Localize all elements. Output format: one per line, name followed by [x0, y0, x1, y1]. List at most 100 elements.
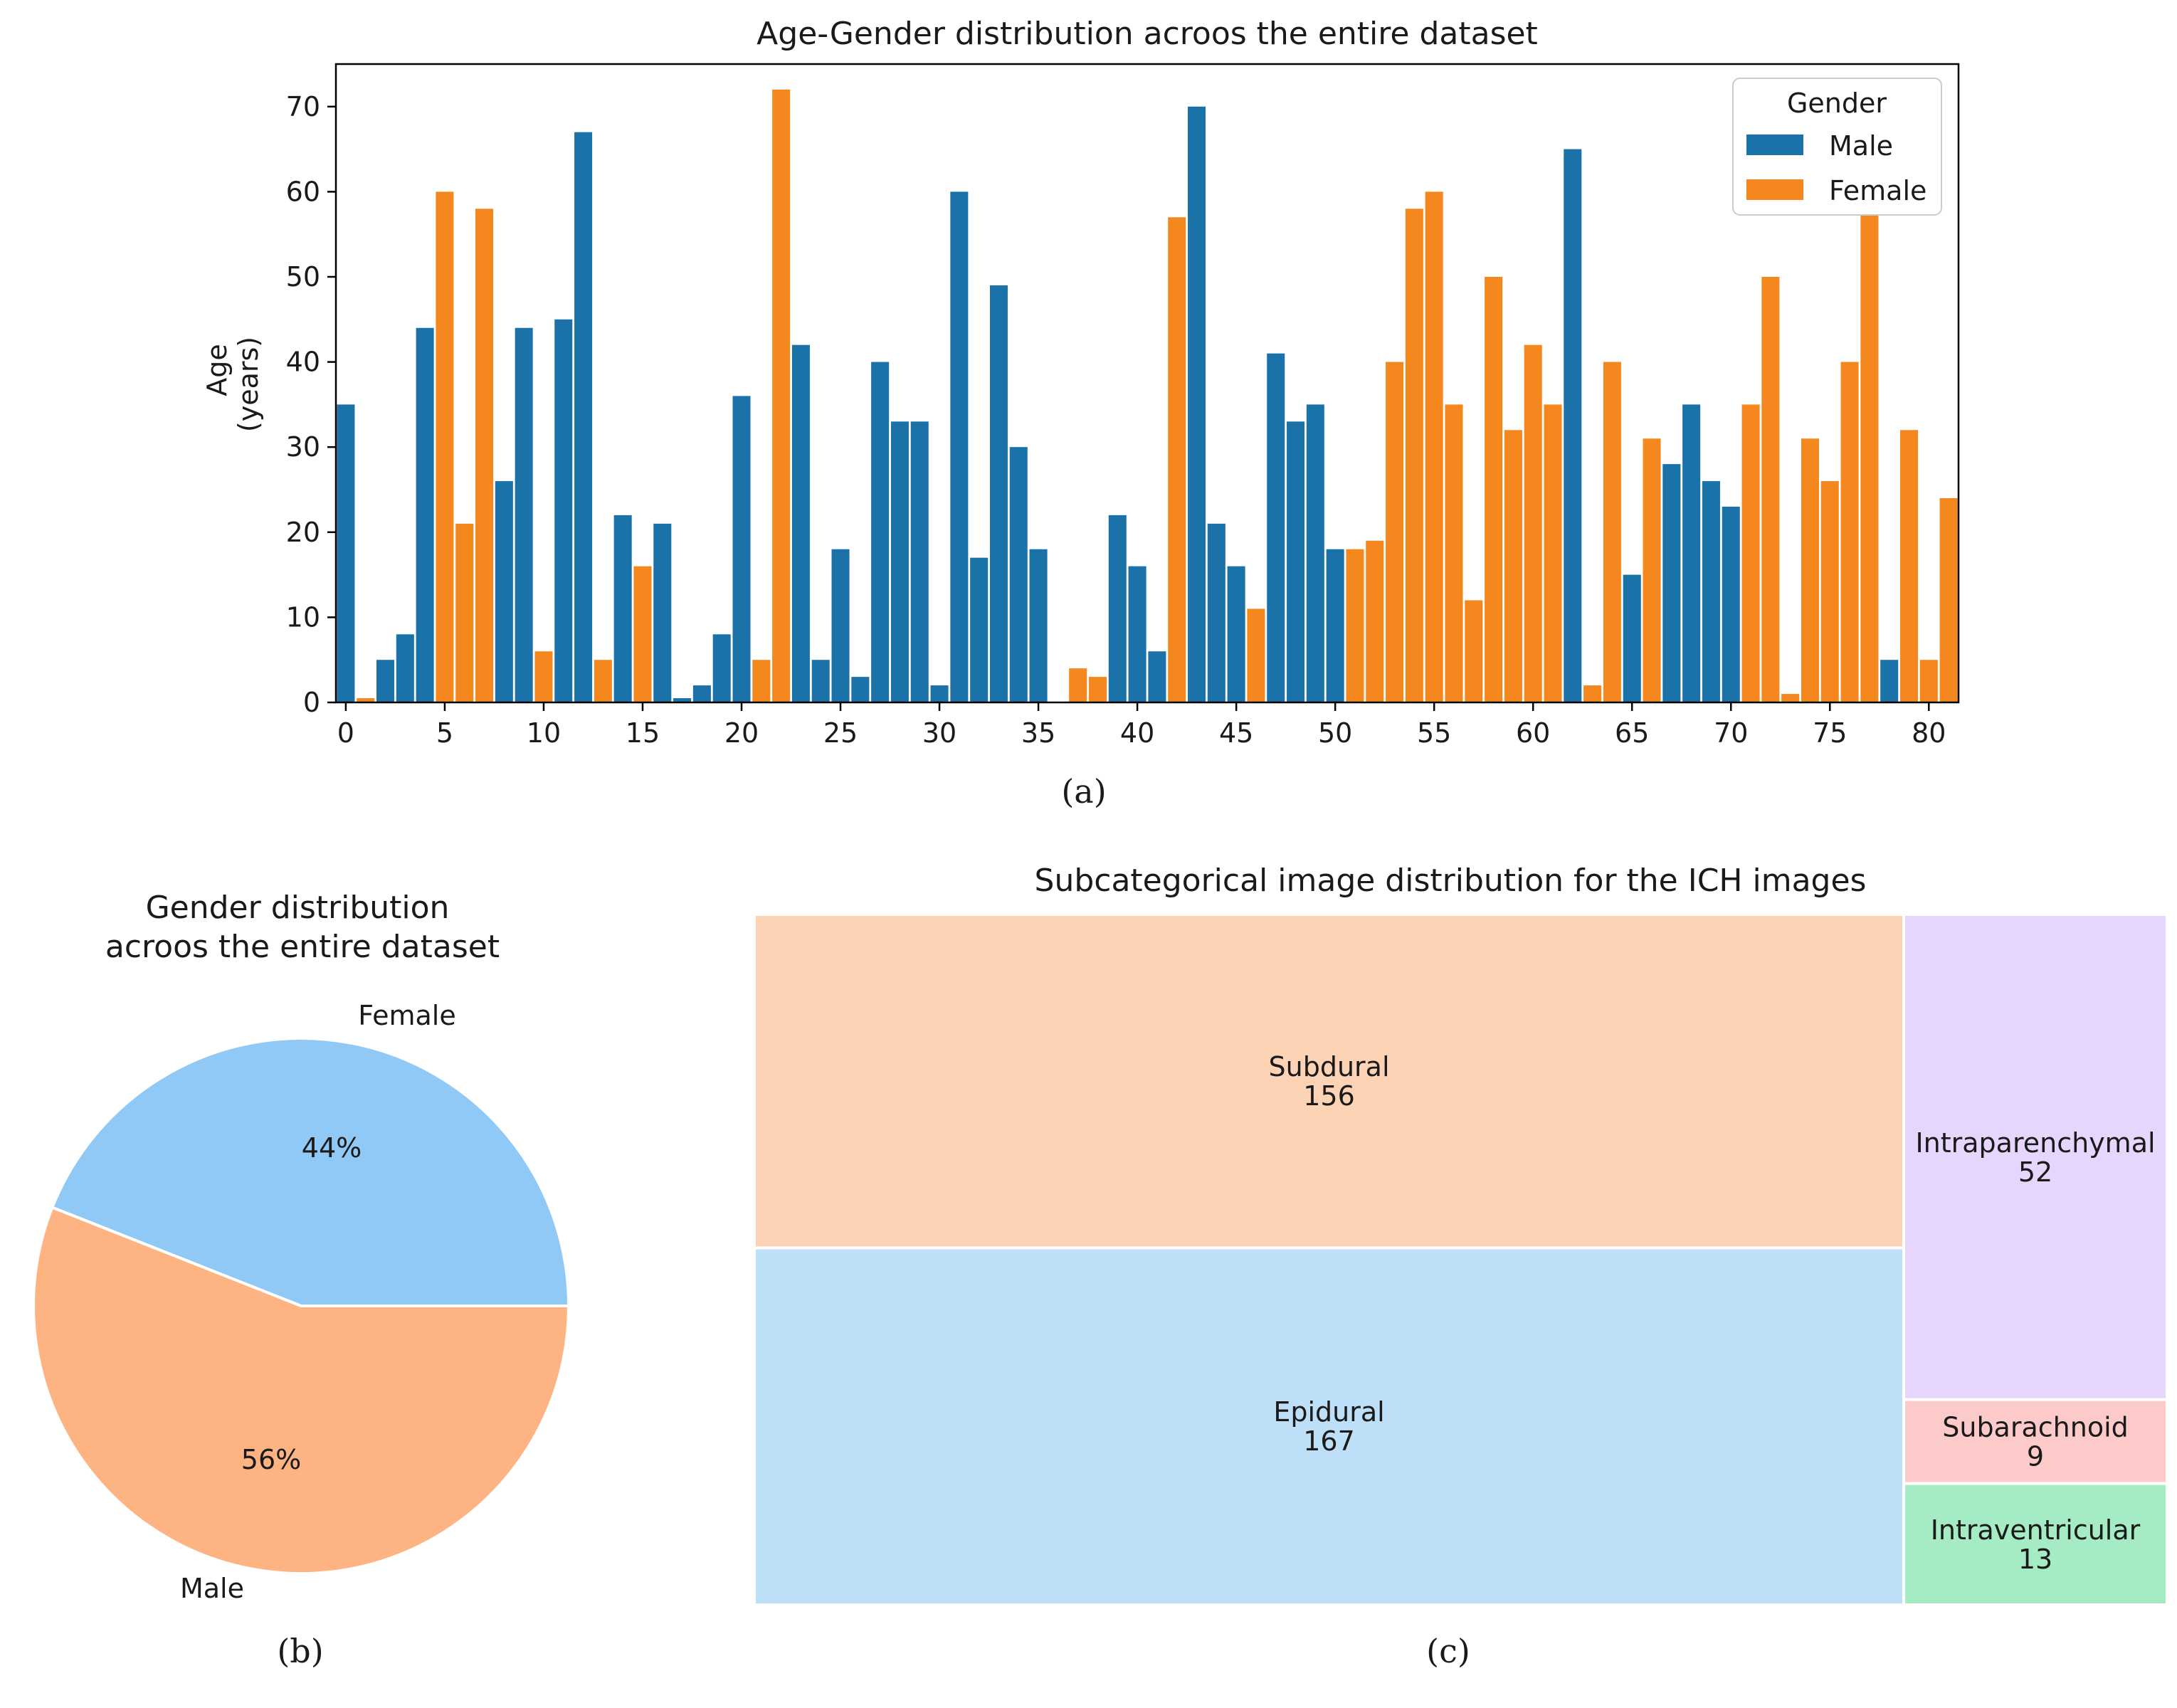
bar-male-x34: [1009, 447, 1028, 702]
x-tick-label: 55: [1417, 717, 1451, 749]
bar-female-x5: [436, 191, 454, 702]
x-tick-label: 75: [1813, 717, 1847, 749]
x-tick-label: 5: [436, 717, 453, 749]
bar-male-x24: [811, 660, 830, 702]
bar-male-x41: [1148, 651, 1166, 702]
treemap-cell-subdural: [753, 913, 1905, 1250]
bar-female-x6: [455, 523, 474, 702]
bar-female-x51: [1346, 549, 1364, 702]
treemap-value-intraparenchymal: 52: [2018, 1156, 2052, 1188]
bar-male-x29: [910, 421, 929, 702]
bar-female-x13: [594, 660, 612, 702]
bar-female-x66: [1643, 438, 1661, 702]
bar-female-x60: [1524, 344, 1542, 702]
bar-male-x16: [653, 523, 672, 702]
bar-female-x57: [1465, 600, 1483, 702]
bar-female-x42: [1168, 217, 1186, 702]
bar-female-x1: [357, 698, 375, 702]
bar-male-x23: [791, 344, 810, 702]
bar-male-x12: [574, 132, 593, 702]
y-axis-label-line1: Age: [201, 344, 233, 396]
bar-female-x58: [1485, 277, 1503, 702]
bar-female-x52: [1366, 540, 1384, 702]
bar-male-x40: [1128, 566, 1147, 702]
bar-female-x46: [1247, 608, 1265, 702]
bar-female-x63: [1583, 685, 1602, 702]
x-tick-label: 35: [1021, 717, 1055, 749]
bar-female-x38: [1088, 677, 1107, 702]
legend-label-female: Female: [1829, 175, 1926, 206]
bar-female-x22: [772, 89, 791, 702]
pie-title-line2: acroos the entire dataset: [105, 929, 500, 965]
bar-female-x56: [1445, 404, 1463, 702]
x-tick-label: 70: [1714, 717, 1748, 749]
x-tick-label: 60: [1516, 717, 1550, 749]
bar-female-x72: [1761, 277, 1780, 702]
legend-swatch-female: [1746, 179, 1803, 200]
treemap-label-epidural: Epidural: [1273, 1396, 1384, 1428]
bar-male-x68: [1682, 404, 1701, 702]
legend: Gender Male Female: [1732, 78, 1942, 216]
bar-male-x48: [1287, 421, 1305, 702]
treemap-cell-intraparenchymal: [1902, 913, 2168, 1401]
bar-male-x31: [950, 191, 969, 702]
bar-male-x49: [1306, 404, 1324, 702]
y-tick-label: 50: [286, 261, 320, 292]
bar-male-x27: [871, 362, 890, 702]
bar-female-x80: [1919, 660, 1938, 702]
pie-slices: [32, 1037, 571, 1575]
pie-label-female: Female: [358, 1000, 455, 1031]
treemap-value-subarachnoid: 9: [2027, 1441, 2044, 1472]
bar-female-x73: [1781, 694, 1800, 702]
bar-female-x54: [1405, 209, 1423, 702]
bar-male-x32: [970, 557, 989, 702]
x-tick-label: 30: [922, 717, 956, 749]
treemap-label-intraparenchymal: Intraparenchymal: [1915, 1127, 2155, 1159]
bar-male-x43: [1188, 106, 1206, 703]
bar-female-x7: [475, 209, 494, 702]
y-tick-label: 0: [303, 687, 320, 718]
bar-male-x39: [1108, 515, 1127, 702]
pie-slice-male: [32, 1205, 571, 1575]
bar-male-x26: [851, 677, 870, 702]
bar-male-x67: [1662, 464, 1681, 702]
bar-male-x44: [1207, 523, 1225, 702]
age-gender-bar-chart: Age-Gender distribution acroos the entir…: [201, 16, 1960, 811]
bar-female-x55: [1425, 191, 1443, 702]
x-tick-label: 50: [1318, 717, 1352, 749]
bar-male-x25: [831, 549, 850, 702]
legend-label-male: Male: [1829, 130, 1893, 162]
treemap-label-subarachnoid: Subarachnoid: [1942, 1412, 2129, 1443]
bar-male-x65: [1623, 574, 1641, 702]
x-tick-label: 20: [724, 717, 759, 749]
bar-male-x35: [1029, 549, 1048, 702]
bar-female-x81: [1939, 497, 1958, 702]
treemap-label-intraventricular: Intraventricular: [1931, 1514, 2141, 1546]
bar-series: [337, 89, 1958, 703]
treemap-cell-intraventricular: [1902, 1482, 2168, 1606]
bar-male-x9: [515, 327, 533, 702]
treemap-value-intraventricular: 13: [2018, 1544, 2052, 1575]
bar-chart-title: Age-Gender distribution acroos the entir…: [757, 16, 1538, 52]
x-tick-label: 65: [1615, 717, 1649, 749]
x-tick-label: 0: [337, 717, 354, 749]
bar-female-x77: [1860, 209, 1879, 702]
y-axis-ticks: 0 10 20 30 40 50 60 70: [286, 91, 336, 718]
x-tick-label: 40: [1120, 717, 1154, 749]
bar-male-x50: [1326, 549, 1344, 702]
bar-male-x14: [613, 515, 632, 702]
y-axis-label-line2: (years): [233, 337, 264, 432]
y-tick-label: 60: [286, 176, 320, 207]
x-tick-label: 45: [1219, 717, 1253, 749]
bar-male-x8: [495, 481, 513, 702]
bar-female-x10: [534, 651, 553, 702]
y-tick-label: 30: [286, 431, 320, 463]
plot-frame: [334, 63, 1960, 704]
bar-male-x30: [930, 685, 949, 702]
bar-female-x59: [1504, 430, 1522, 702]
legend-title: Gender: [1787, 88, 1887, 119]
bar-female-x75: [1820, 481, 1839, 702]
bar-male-x0: [337, 404, 355, 702]
bar-male-x2: [376, 660, 395, 702]
